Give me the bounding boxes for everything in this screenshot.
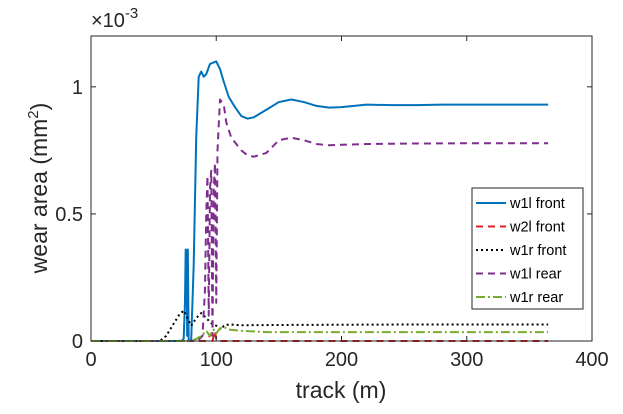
series-line-w1r-front (91, 309, 549, 342)
x-tick-label: 0 (85, 349, 96, 371)
series-line-w1r-rear (91, 326, 549, 342)
exponent-base: ×10 (91, 10, 125, 32)
legend: w1l front w2l front w1r front w1l rear w1r r… (471, 187, 584, 310)
x-tick-label: 100 (200, 349, 233, 371)
x-tick-label: 400 (575, 349, 608, 371)
y-axis-label-close: ) (26, 103, 52, 111)
x-axis-label: track (m) (296, 377, 387, 403)
y-axis: 00.51 (55, 77, 592, 353)
legend-label: w1l rear (509, 267, 562, 283)
legend-label: w1r rear (509, 290, 563, 306)
y-tick-label: 1 (72, 77, 83, 99)
y-tick-label: 0 (72, 331, 83, 353)
legend-label: w1l front (509, 196, 565, 212)
x-tick-label: 200 (325, 349, 358, 371)
y-axis-label-main: wear area (mm (26, 119, 52, 275)
svg-text:×10-3: ×10-3 (91, 5, 138, 32)
exponent-power: -3 (125, 5, 138, 22)
legend-box (471, 187, 584, 310)
legend-label: w2l front (509, 220, 565, 236)
x-axis: 0 100 200 300 400 (85, 36, 609, 371)
y-axis-label: wear area (mm2) (25, 103, 52, 275)
x-tick-label: 300 (450, 349, 483, 371)
y-tick-label: 0.5 (55, 204, 83, 226)
y-exponent-label: ×10-3 (91, 5, 138, 32)
series-line-w1l-front (91, 60, 549, 342)
y-axis-label-superscript: 2 (25, 110, 42, 118)
legend-label: w1r front (509, 243, 566, 259)
